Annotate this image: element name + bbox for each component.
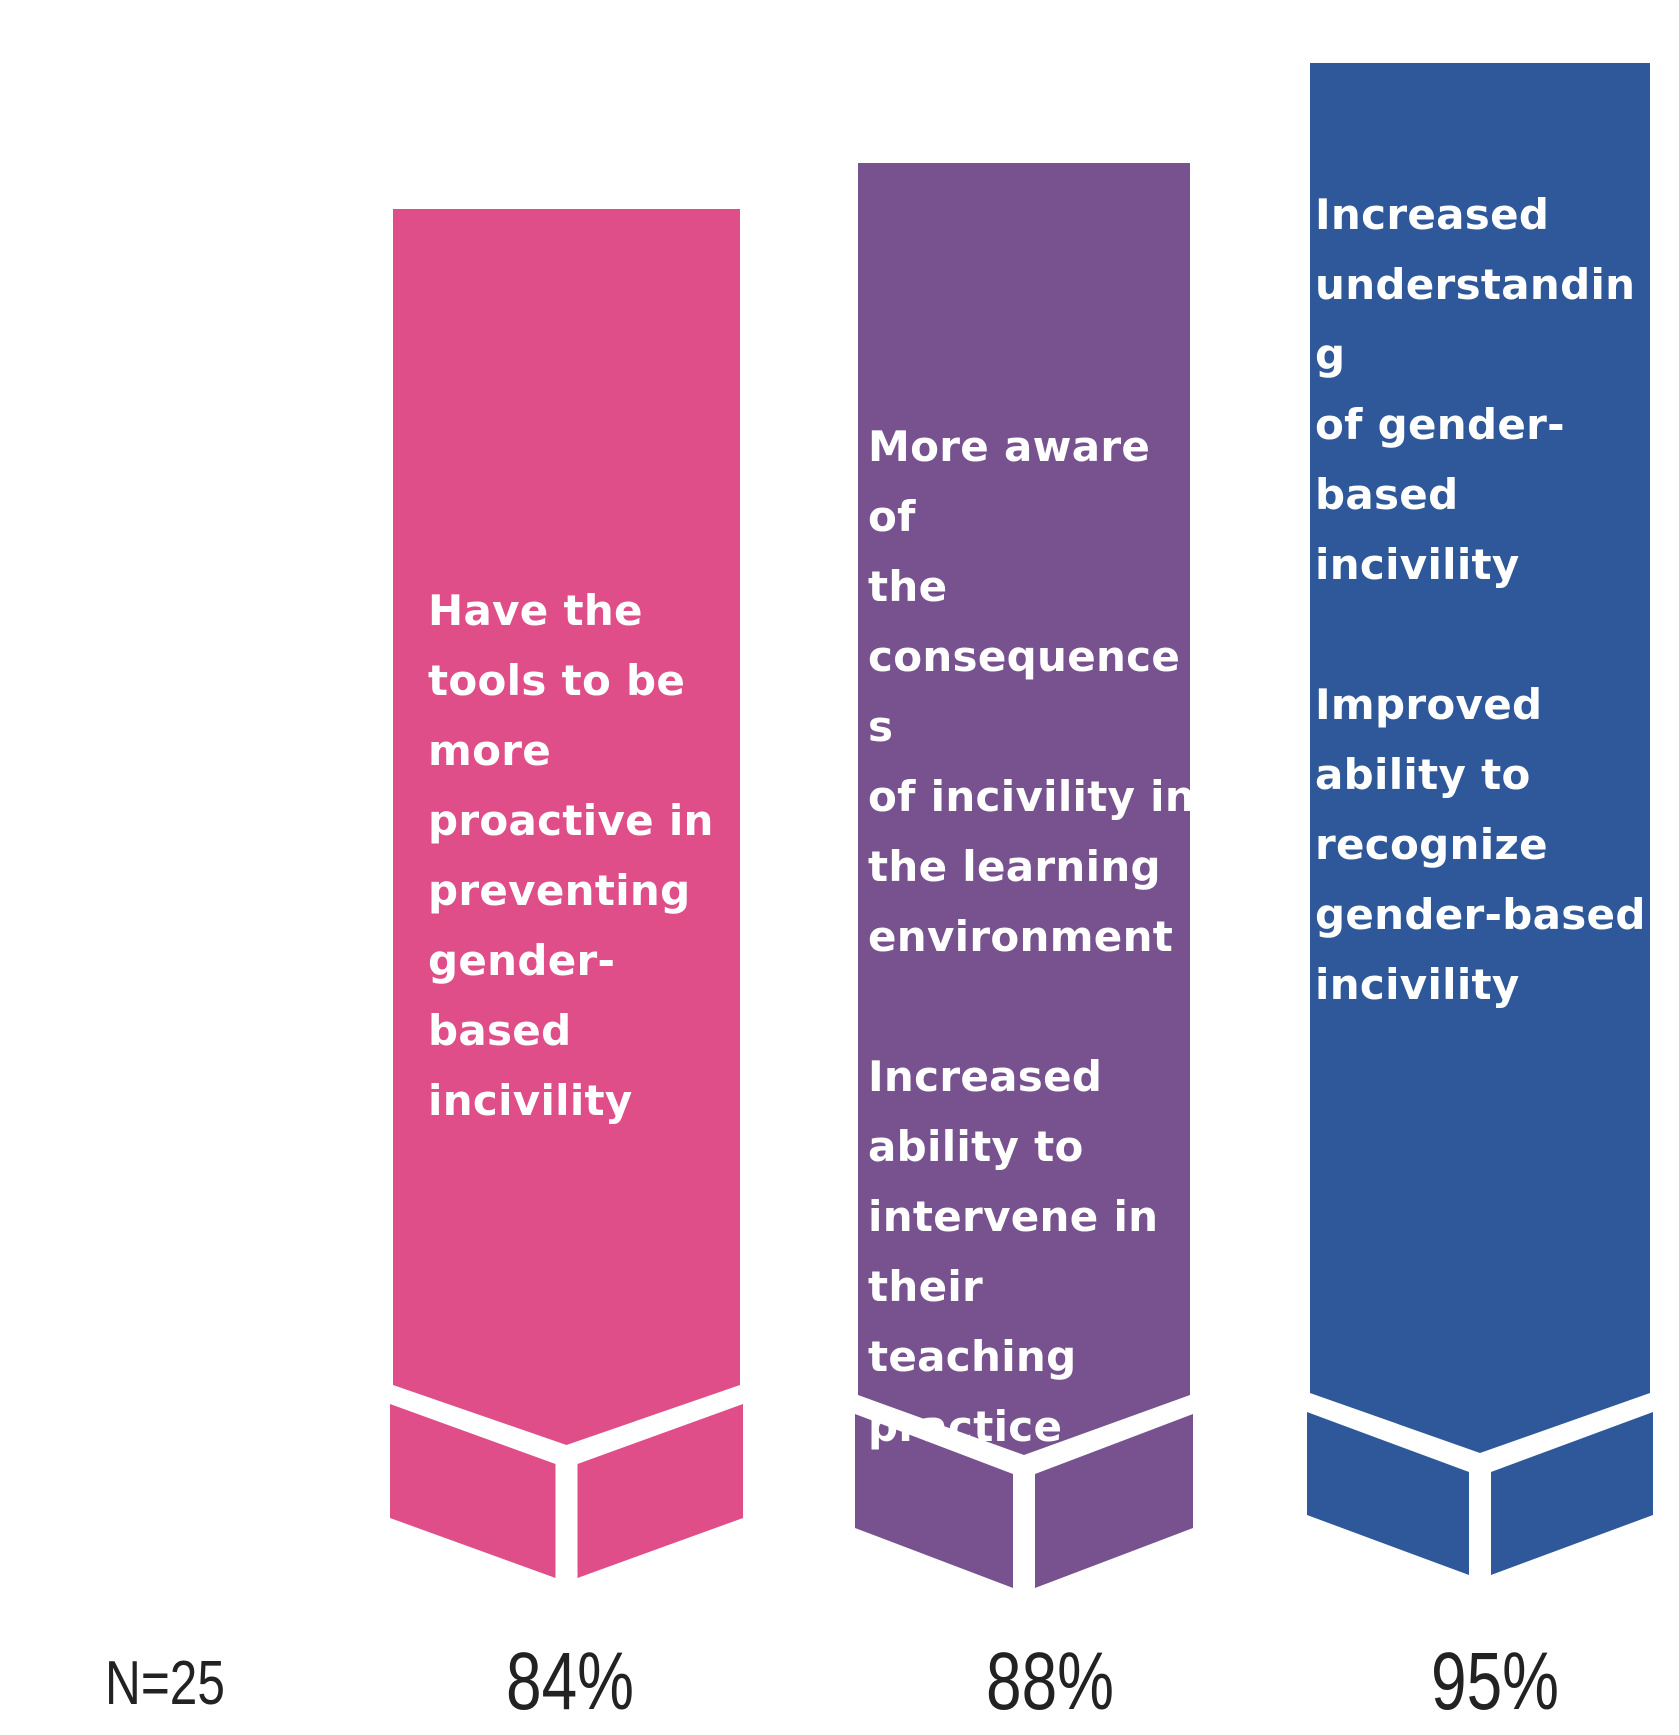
bar-3-value-label: 95% [1430,1636,1560,1727]
bar-2-value-label: 88% [985,1636,1115,1727]
bar-3-text: Increased understanding of gender- based… [1315,180,1655,1020]
bar-2-paragraph-1: More aware of the consequences of incivi… [868,422,1196,961]
bar-1-arrow-left [390,1404,556,1578]
bar-1-arrow-right [577,1404,743,1578]
bar-2-paragraph-2: Increased ability to intervene in their … [868,1052,1159,1451]
sample-size-label: N=25 [105,1649,225,1718]
bar-1-text: Have the tools to be more proactive in p… [428,576,758,1136]
bar-2-shaft [858,163,1190,1455]
bar-3-paragraph-2: Improved ability to recognize gender-bas… [1315,680,1646,1009]
bar-2-arrow-left [855,1414,1013,1588]
bar-2-arrow-right [1035,1414,1193,1588]
bar-1 [390,209,743,1578]
bar-3-arrow-left [1307,1412,1469,1575]
bar-3 [1307,63,1653,1575]
bar-3-arrow-right [1491,1412,1653,1575]
bar-1-shaft [393,209,740,1445]
bar-2 [855,163,1193,1588]
bar-1-paragraph-1: Have the tools to be more proactive in p… [428,586,714,1125]
bar-1-value-label: 84% [505,1636,635,1727]
bar-3-paragraph-1: Increased understanding of gender- based… [1315,190,1636,589]
bar-2-text: More aware of the consequences of incivi… [868,412,1198,1462]
bar-3-shaft [1310,63,1650,1453]
